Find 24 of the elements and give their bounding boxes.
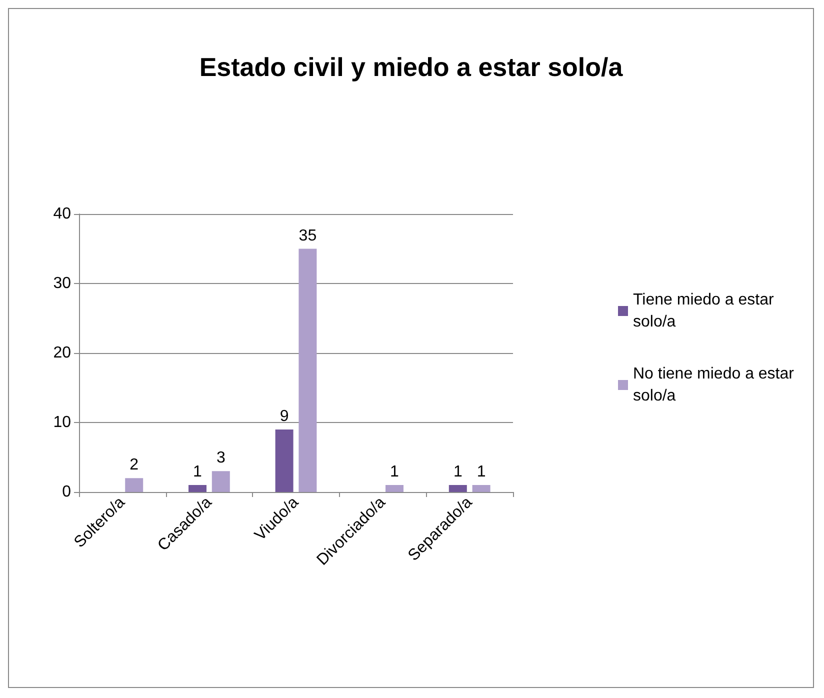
y-tick-label: 40 [53,206,72,222]
data-label: 1 [390,464,400,481]
y-tick-label: 0 [62,484,72,500]
chart-title: Estado civil y miedo a estar solo/a [199,52,624,82]
bar [125,478,144,492]
bar [275,429,294,492]
y-tick-label: 20 [53,344,72,362]
data-label: 3 [216,450,226,467]
data-label: 1 [476,464,486,481]
bar [298,248,317,492]
data-label: 1 [453,464,462,481]
bar [188,485,206,492]
data-label: 35 [298,227,317,244]
bar [386,485,404,492]
y-tick-label: 30 [53,275,72,292]
data-label: 2 [130,456,139,474]
bar [472,485,490,492]
legend-label: No tiene miedo a estar solo/a [633,366,798,404]
data-label: 1 [193,464,202,481]
data-label: 9 [280,408,289,425]
bar [448,485,467,492]
bar [212,471,230,492]
y-tick-label: 10 [53,414,72,431]
legend-label: Tiene miedo a estar solo/a [633,292,778,330]
